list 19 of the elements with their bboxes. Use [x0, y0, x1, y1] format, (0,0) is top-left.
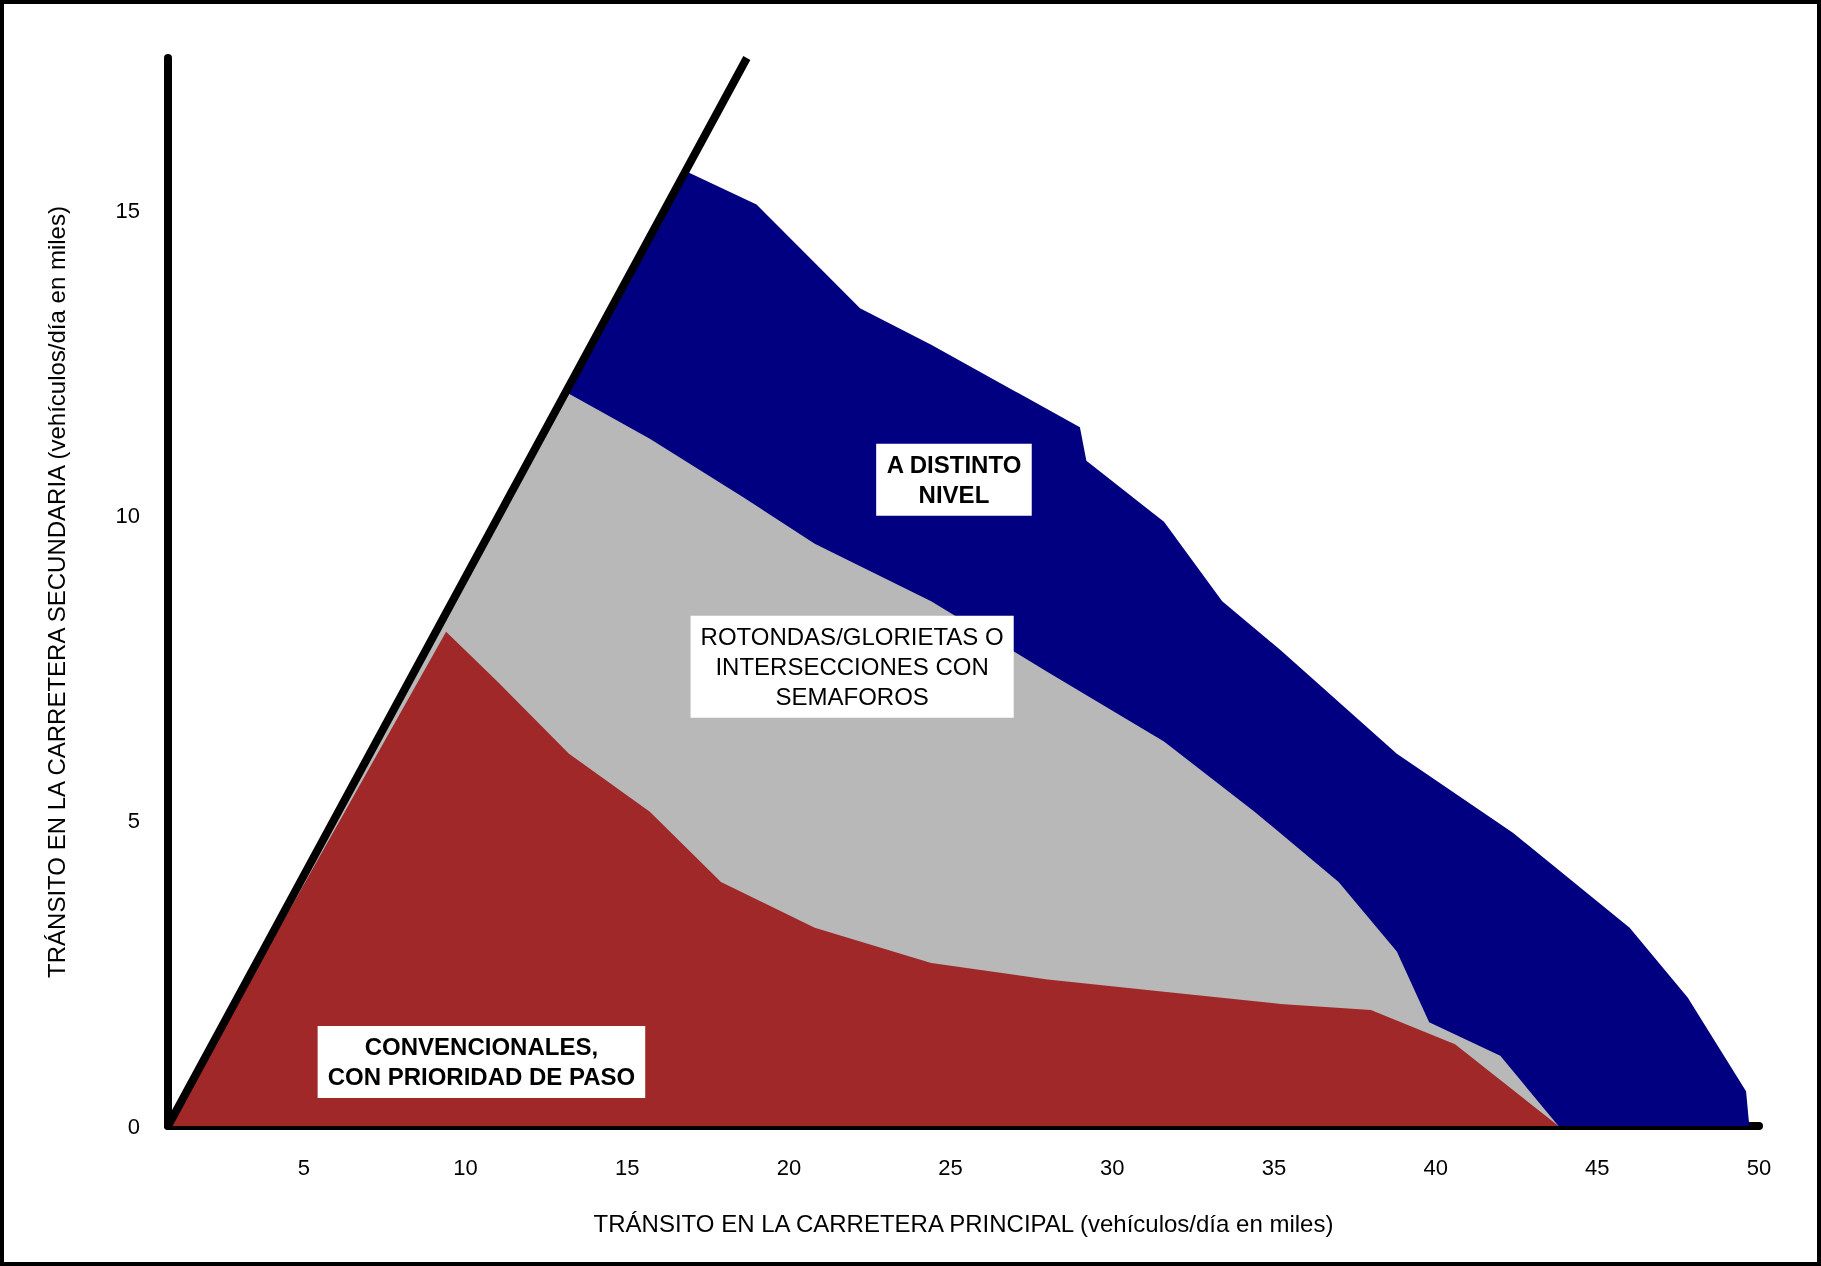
- annotation: ROTONDAS/GLORIETAS O INTERSECCIONES CON SEMAFOROS: [700, 623, 1004, 711]
- annotation: A DISTINTO NIVEL: [886, 451, 1022, 509]
- x-tick-label: 20: [776, 1154, 802, 1180]
- x-tick-label: 25: [938, 1154, 963, 1180]
- y-tick-label: 10: [115, 503, 140, 529]
- x-tick-label: 40: [1423, 1154, 1448, 1180]
- x-tick-label: 10: [453, 1154, 478, 1180]
- x-tick-label: 30: [1100, 1154, 1125, 1180]
- y-axis-title: TRÁNSITO EN LA CARRETERA SECUNDARIA (vehículos/día en miles): [42, 206, 70, 978]
- x-tick-label: 35: [1261, 1154, 1287, 1180]
- x-tick-label: 15: [614, 1154, 640, 1180]
- y-tick-label: 15: [115, 198, 140, 224]
- y-tick-label: 5: [127, 808, 140, 834]
- x-axis-title: TRÁNSITO EN LA CARRETERA PRINCIPAL (vehículos/día en miles): [593, 1209, 1334, 1237]
- x-tick-label: 45: [1585, 1154, 1610, 1180]
- annotation: CONVENCIONALES, CON PRIORIDAD DE PASO: [327, 1033, 636, 1091]
- y-tick-label: 0: [127, 1113, 140, 1139]
- x-tick-label: 5: [297, 1154, 310, 1180]
- x-tick-label: 50: [1746, 1154, 1772, 1180]
